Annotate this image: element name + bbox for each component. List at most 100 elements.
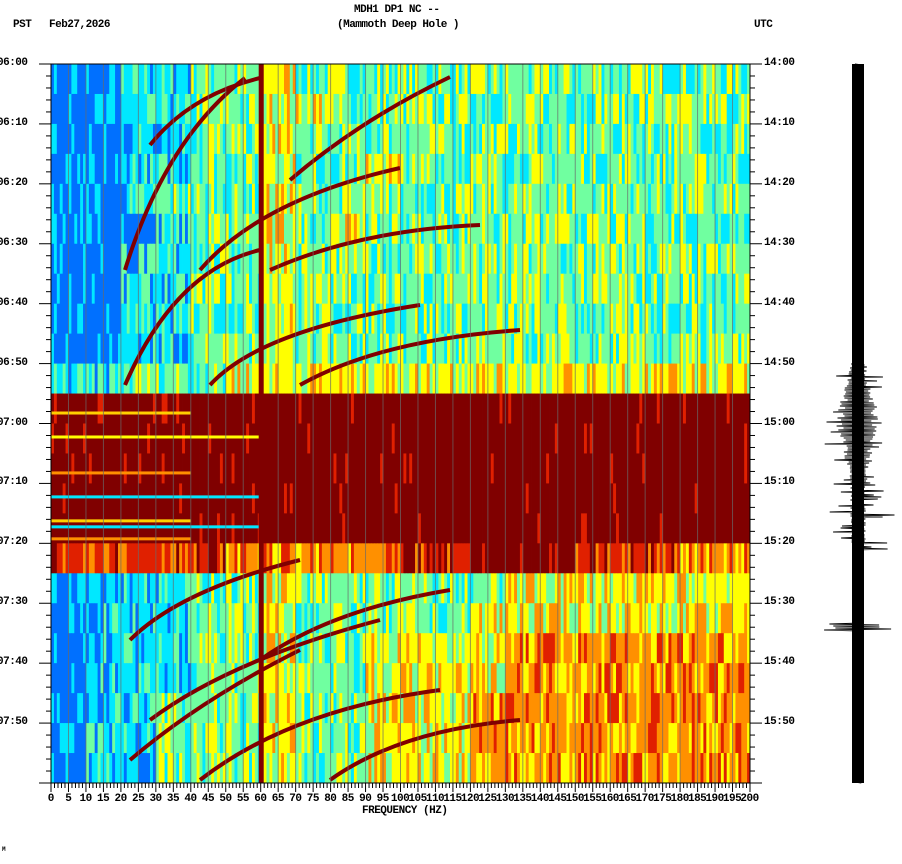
heatmap-cell [578, 483, 582, 514]
heatmap-cell [62, 183, 66, 215]
heatmap-cell [263, 303, 267, 335]
heatmap-cell [569, 573, 573, 604]
heatmap-cell [511, 633, 515, 664]
heatmap-cell [383, 183, 387, 215]
heatmap-cell [621, 393, 626, 424]
heatmap-cell [62, 483, 66, 514]
heatmap-cell [132, 243, 136, 275]
heatmap-cell [487, 543, 492, 574]
heatmap-cell [359, 573, 364, 604]
heatmap-cell [321, 423, 326, 454]
heatmap-cell [406, 423, 410, 454]
heatmap-cell [132, 663, 136, 694]
heatmap-cell [403, 183, 407, 215]
heatmap-cell [158, 633, 163, 664]
heatmap-cell [150, 123, 154, 155]
heatmap-cell [339, 453, 343, 484]
heatmap-cell [219, 513, 224, 544]
heatmap-cell [53, 123, 58, 155]
heatmap-cell [123, 123, 128, 155]
heatmap-cell [71, 603, 75, 634]
heatmap-cell [97, 483, 101, 514]
heatmap-cell [103, 123, 107, 155]
heatmap-cell [464, 213, 468, 245]
heatmap-cell [199, 393, 203, 424]
heatmap-cell [458, 243, 463, 275]
heatmap-cell [601, 483, 605, 514]
heatmap-cell [586, 273, 591, 305]
heatmap-cell [560, 573, 564, 604]
heatmap-cell [68, 543, 72, 574]
heatmap-cell [275, 123, 279, 155]
heatmap-cell [633, 183, 637, 215]
heatmap-cell [653, 573, 658, 604]
heatmap-cell [738, 423, 742, 454]
heatmap-cell [668, 64, 672, 95]
heatmap-cell [487, 213, 492, 245]
heatmap-cell [374, 213, 378, 245]
heatmap-cell [563, 513, 567, 544]
heatmap-cell [321, 603, 326, 634]
heatmap-cell [56, 393, 61, 424]
heatmap-cell [135, 603, 139, 634]
heatmap-cell [581, 213, 585, 245]
heatmap-cell [126, 333, 131, 364]
heatmap-cell [59, 183, 64, 215]
heatmap-cell [450, 273, 454, 305]
heatmap-cell [71, 573, 75, 604]
heatmap-cell [246, 483, 250, 514]
heatmap-cell [578, 393, 582, 424]
heatmap-cell [429, 273, 433, 305]
heatmap-cell [368, 64, 372, 95]
heatmap-cell [120, 213, 125, 245]
heatmap-cell [616, 483, 620, 514]
heatmap-cell [531, 513, 535, 544]
heatmap-cell [374, 393, 378, 424]
heatmap-cell [726, 453, 731, 484]
heatmap-cell [409, 483, 413, 514]
heatmap-cell [656, 393, 661, 424]
heatmap-cell [420, 64, 425, 95]
heatmap-cell [318, 123, 323, 155]
heatmap-cell [222, 633, 227, 664]
heatmap-cell [429, 453, 433, 484]
heatmap-cell [51, 483, 55, 514]
heatmap-cell [511, 513, 515, 544]
heatmap-cell [648, 543, 652, 574]
heatmap-cell [377, 633, 381, 664]
heatmap-cell [444, 93, 448, 125]
heatmap-cell [578, 633, 582, 664]
heatmap-cell [447, 483, 451, 514]
heatmap-cell [71, 93, 75, 125]
heatmap-cell [348, 273, 352, 305]
heatmap-cell [444, 633, 448, 664]
heatmap-cell [589, 633, 594, 664]
heatmap-cell [563, 243, 567, 275]
heatmap-cell [461, 273, 465, 305]
heatmap-cell [391, 513, 396, 544]
heatmap-cell [385, 423, 390, 454]
heatmap-cell [415, 393, 419, 424]
heatmap-cell [126, 93, 131, 125]
heatmap-cell [304, 303, 308, 335]
heatmap-cell [723, 423, 728, 454]
heatmap-cell [246, 183, 250, 215]
heatmap-cell [578, 573, 582, 604]
heatmap-cell [80, 153, 84, 185]
heatmap-cell [219, 423, 224, 454]
heatmap-cell [569, 543, 573, 574]
heatmap-cell [173, 483, 177, 514]
heatmap-cell [423, 543, 428, 574]
heatmap-cell [604, 453, 608, 484]
heatmap-cell [286, 363, 291, 394]
heatmap-cell [426, 153, 431, 185]
heatmap-cell [228, 153, 232, 185]
heatmap-cell [350, 663, 355, 694]
heatmap-cell [467, 333, 471, 364]
heatmap-cell [397, 363, 401, 394]
heatmap-cell [595, 273, 599, 305]
heatmap-cell [426, 393, 431, 424]
heatmap-cell [150, 64, 154, 95]
heatmap-cell [228, 483, 232, 514]
heatmap-cell [720, 183, 725, 215]
